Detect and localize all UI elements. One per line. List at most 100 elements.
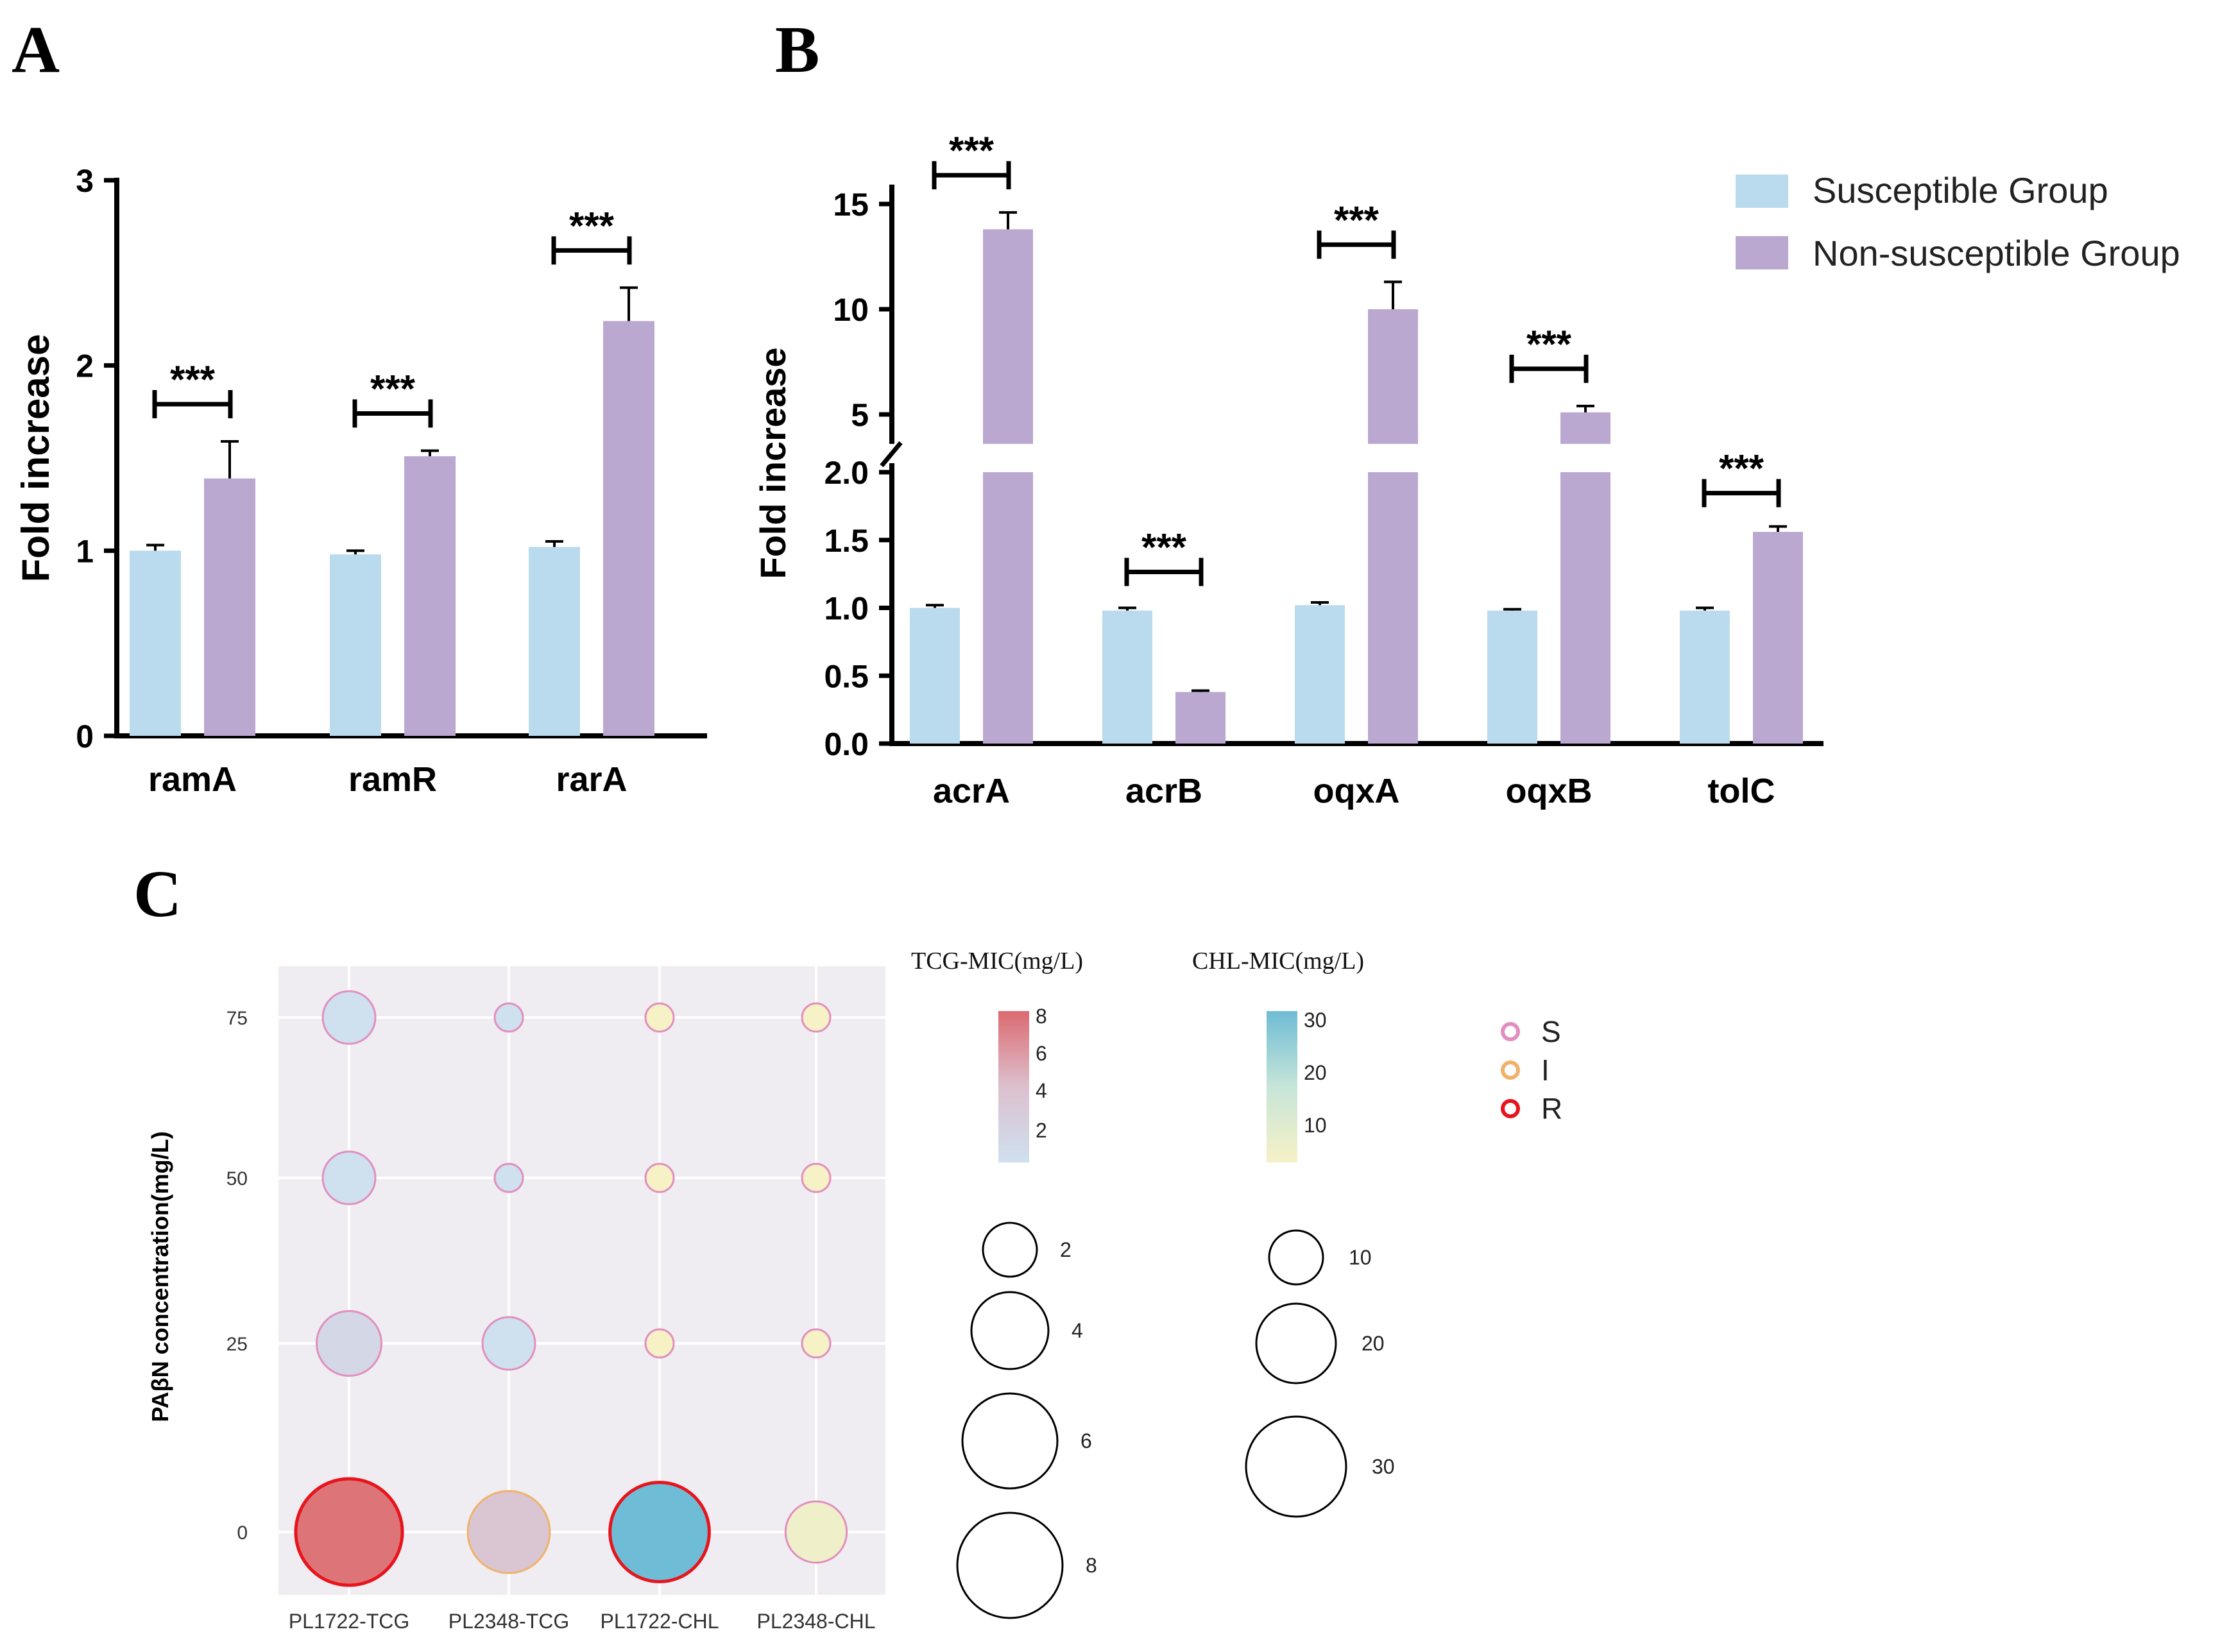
x-tick-label: oqxB [1506,772,1593,810]
bubble-PL1722-TCG-50 [321,1150,377,1205]
significance-label: *** [1526,323,1572,366]
axis-break-mark [880,441,903,468]
bar-susceptible-acrA [910,608,960,744]
bar-non-susceptible-acrA-lower [983,472,1033,744]
bar-non-susceptible-oqxA-upper [1368,309,1418,444]
colorbar-tcg-tick: 2 [1036,1119,1047,1142]
legend-title-chl: CHL-MIC(mg/L) [1192,948,1364,975]
legend-ab: Susceptible Group Non-susceptible Group [1736,170,2180,273]
class-legend-marker [1501,1099,1520,1118]
bubble-PL2348-TCG-0 [466,1490,551,1574]
size-legend-tcg-label: 2 [1060,1238,1072,1261]
legend-label-susceptible: Susceptible Group [1813,170,2108,210]
bar-susceptible-oqxA [1295,605,1345,744]
panel-label-c: C [133,857,182,931]
chart-a: 0 1 2 3 Fold increase ramA *** ramR *** rarA *** [14,163,707,799]
y-tick-label: 1.0 [824,591,869,627]
bubble-PL2348-TCG-50 [493,1162,524,1193]
bar-non-susceptible-ramA [204,478,255,736]
colorbar-chl-tick: 10 [1304,1114,1327,1137]
y-tick-label: 75 [226,1008,248,1029]
size-legend-tcg-circle [956,1511,1064,1619]
size-legend-tcg-label: 4 [1072,1319,1083,1342]
bar-susceptible-oqxB [1487,610,1537,744]
y-axis-label: Fold increase [753,347,793,579]
legend-swatch-non-susceptible [1736,236,1788,269]
bubble-PL1722-CHL-0 [608,1481,711,1583]
chart-b: 0.0 0.5 1.0 1.5 2.0 5 10 15 Fold increase acrA ***… [753,129,1823,810]
bar-non-susceptible-oqxB-lower [1560,472,1610,744]
bubble-PL2348-CHL-25 [801,1328,832,1359]
x-tick-label: PL1722-CHL [601,1610,719,1633]
bubble-PL1722-TCG-75 [321,990,377,1045]
legend-label-non-susceptible: Non-susceptible Group [1813,233,2180,273]
bubble-PL2348-CHL-0 [784,1500,848,1564]
chart-c: PL1722-TCG PL2348-TCG PL1722-CHL PL2348-CHL… [147,948,1562,1633]
significance-label: *** [1141,526,1187,569]
bubble-PL2348-TCG-25 [481,1316,536,1371]
colorbar-tcg-tick: 6 [1036,1042,1047,1065]
y-tick-label: 25 [226,1334,248,1355]
y-tick-label: 50 [226,1168,248,1189]
x-tick-label: PL2348-TCG [448,1610,570,1633]
class-legend-label: I [1541,1053,1550,1087]
bubble-PL1722-CHL-75 [644,1002,675,1033]
y-tick-label: 2 [76,348,94,384]
y-tick-label: 1 [76,533,94,569]
x-tick-label: PL2348-CHL [757,1610,876,1633]
size-legend-chl-circle [1245,1415,1347,1518]
x-tick-label: oqxA [1313,772,1400,810]
significance-label: *** [569,204,615,247]
significance-label: *** [1334,198,1379,241]
bar-susceptible-rarA [529,547,580,736]
size-legend-chl-label: 20 [1362,1332,1385,1355]
x-tick-label: tolC [1708,772,1775,810]
bar-non-susceptible-acrB [1175,692,1226,744]
x-tick-label: ramA [148,760,237,799]
y-tick-label: 2.0 [824,455,869,491]
colorbar-chl-tick: 20 [1304,1061,1327,1084]
bubble-PL1722-TCG-0 [294,1477,404,1587]
size-legend-chl-circle [1255,1302,1337,1384]
significance-label: *** [170,358,216,401]
significance-label: *** [1719,447,1764,490]
bubble-PL1722-CHL-50 [644,1162,675,1193]
y-tick-label: 1.5 [824,523,869,559]
colorbar-tcg [998,1011,1029,1162]
y-tick-label: 0.0 [824,726,869,762]
x-tick-label: PL1722-TCG [289,1610,410,1633]
size-legend-tcg-label: 6 [1080,1429,1092,1452]
y-tick-label: 15 [833,187,869,223]
x-tick-label: ramR [348,760,437,799]
bar-susceptible-ramR [330,554,381,736]
class-legend-label: R [1541,1092,1562,1125]
y-tick-label: 3 [76,163,94,199]
bubble-PL2348-CHL-75 [801,1002,832,1033]
y-tick-label: 0 [76,719,94,754]
x-tick-label: acrB [1125,772,1202,810]
colorbar-chl [1267,1011,1297,1162]
bar-susceptible-tolC [1680,610,1730,744]
panel-label-b: B [775,13,819,87]
significance-label: *** [949,129,995,172]
y-tick-label: 0 [237,1522,248,1544]
bar-non-susceptible-oqxB-upper [1560,412,1610,444]
bar-non-susceptible-oqxA-lower [1368,472,1418,744]
x-tick-label: acrA [933,772,1010,810]
bubble-PL2348-TCG-75 [493,1002,524,1033]
size-legend-tcg-circle [970,1291,1050,1370]
y-tick-label: 0.5 [824,658,869,694]
legend-swatch-susceptible [1736,175,1788,208]
size-legend-chl-circle [1268,1229,1324,1286]
size-legend-tcg-label: 8 [1086,1554,1097,1577]
y-axis-label: PAβN concentration(mg/L) [147,1131,173,1422]
size-legend-chl-label: 30 [1372,1455,1395,1478]
x-tick-label: rarA [556,760,627,799]
size-legend-tcg-circle [982,1222,1038,1278]
bubble-PL1722-TCG-25 [315,1309,383,1377]
bar-non-susceptible-rarA [603,321,654,736]
bar-susceptible-ramA [130,550,181,736]
y-axis-label: Fold increase [14,334,57,583]
y-tick-label: 10 [833,292,869,328]
